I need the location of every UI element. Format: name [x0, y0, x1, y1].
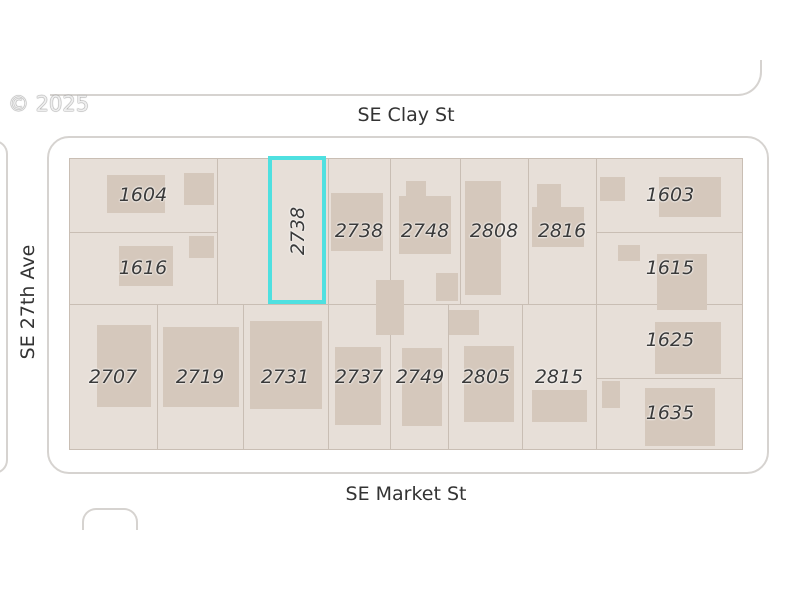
selected-parcel-highlight[interactable]: [268, 156, 326, 304]
parcel-label: 1616: [118, 257, 168, 279]
building: [119, 246, 173, 286]
building: [600, 177, 625, 201]
building: [163, 327, 239, 407]
road-edge-west: [0, 140, 8, 474]
building: [406, 181, 426, 201]
parcel-2815[interactable]: [522, 304, 597, 450]
parcel-label: 1635: [645, 402, 695, 424]
parcel-label: 2808: [469, 220, 519, 242]
block-outline: [47, 136, 769, 474]
parcel-label: 2738: [334, 220, 384, 242]
building: [184, 173, 214, 205]
parcel-label: 2748: [400, 220, 450, 242]
building: [655, 322, 721, 374]
selected-parcel-label: 2738: [287, 206, 309, 256]
parcel-label: 2719: [175, 366, 225, 388]
building: [532, 390, 587, 422]
parcel-label: 2749: [395, 366, 445, 388]
parcel-label: 1604: [118, 184, 168, 206]
building: [436, 273, 458, 301]
street-label-27th: SE 27th Ave: [17, 244, 39, 360]
building: [189, 236, 214, 258]
street-label-market: SE Market St: [345, 483, 467, 505]
building: [464, 346, 514, 422]
building: [602, 381, 620, 408]
street-label-clay: SE Clay St: [357, 104, 455, 126]
building: [376, 280, 404, 335]
parcel-label: 2737: [334, 366, 384, 388]
parcel-label: 2816: [537, 220, 587, 242]
parcel-label: 2731: [260, 366, 310, 388]
building: [250, 321, 322, 409]
building: [449, 310, 479, 335]
parcel-label: 1603: [645, 184, 695, 206]
road-edge-north: [50, 60, 762, 96]
parcel-label: 2815: [534, 366, 584, 388]
building: [331, 193, 383, 251]
building: [618, 245, 640, 261]
road-edge-southwest: [82, 508, 138, 530]
building: [399, 196, 451, 254]
building: [107, 175, 165, 213]
building: [532, 207, 584, 247]
parcel-label: 2707: [88, 366, 138, 388]
building: [97, 325, 151, 407]
building: [657, 254, 707, 310]
building: [335, 347, 381, 425]
parcel-label: 1615: [645, 257, 695, 279]
parcel-label: 2805: [461, 366, 511, 388]
building: [645, 388, 715, 446]
building: [465, 181, 501, 295]
building: [402, 348, 442, 426]
copyright-text: © 2025: [8, 92, 90, 116]
parcel-label: 1625: [645, 329, 695, 351]
building: [659, 177, 721, 217]
